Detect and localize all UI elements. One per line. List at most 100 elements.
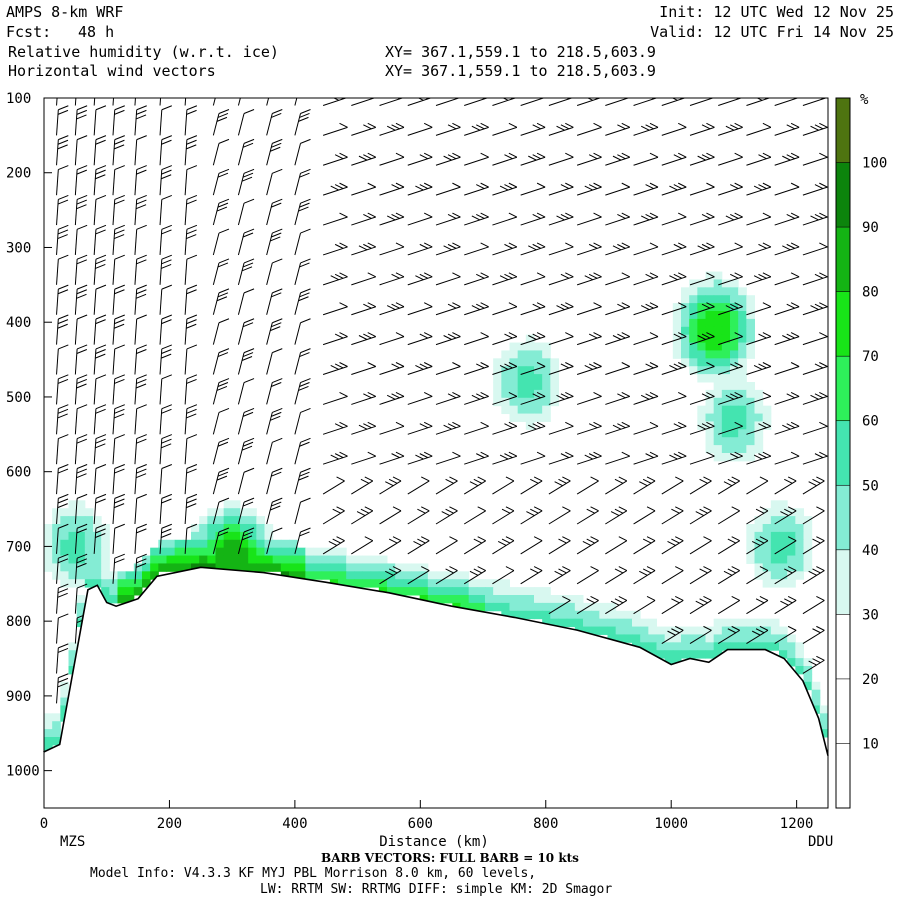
rh-cell xyxy=(787,531,796,541)
rh-cell xyxy=(370,579,380,588)
colorbar-segment xyxy=(836,485,850,550)
wind-barb-tick xyxy=(272,467,283,473)
wind-barb-tick xyxy=(621,451,630,457)
wind-barb-tick xyxy=(57,109,69,115)
wind-barb-tick xyxy=(272,318,283,324)
rh-cell xyxy=(158,539,167,549)
wind-barb xyxy=(407,156,433,166)
wind-barb xyxy=(379,366,405,376)
wind-barb-tick xyxy=(814,303,824,309)
wind-barb-tick xyxy=(791,93,799,97)
wind-barb xyxy=(322,246,348,256)
wind-barb xyxy=(774,510,797,525)
rh-cell xyxy=(125,595,135,604)
wind-barb-tick xyxy=(593,332,602,338)
wind-barb-tick xyxy=(530,508,539,514)
wind-barb-tick xyxy=(554,481,563,487)
wind-barb xyxy=(774,540,797,555)
wind-barb-tick xyxy=(614,508,624,514)
wind-barb xyxy=(322,395,348,405)
rh-cell xyxy=(697,279,706,288)
y-tick-label: 700 xyxy=(6,539,31,555)
wind-barb xyxy=(435,425,461,435)
wind-barb xyxy=(435,395,461,405)
wind-barb-tick xyxy=(758,243,767,249)
wind-barb-tick xyxy=(272,168,283,174)
x-tick-label: 800 xyxy=(533,816,558,832)
rh-cell xyxy=(787,563,796,572)
wind-barb xyxy=(689,186,715,196)
wind-barb-tick xyxy=(136,135,147,141)
rh-cell xyxy=(60,579,69,588)
wind-barb-tick xyxy=(363,154,372,160)
wind-barb-tick xyxy=(727,628,737,634)
rh-cell xyxy=(664,650,674,659)
wind-barb-tick xyxy=(673,273,683,279)
rh-cell xyxy=(705,421,715,430)
wind-barb xyxy=(379,570,402,585)
rh-cell xyxy=(713,634,723,643)
rh-cell xyxy=(730,421,739,430)
wind-barb xyxy=(689,540,712,555)
wind-barb-tick xyxy=(480,391,489,397)
wind-barb-tick xyxy=(669,364,678,370)
rh-cell xyxy=(713,405,723,415)
wind-barb-tick xyxy=(95,165,107,171)
wind-barb-tick xyxy=(336,476,345,482)
wind-barb-tick xyxy=(421,536,430,542)
rh-cell xyxy=(705,429,715,438)
wind-barb xyxy=(746,276,772,286)
wind-barb-tick xyxy=(136,194,147,200)
wind-barb-tick xyxy=(242,352,254,358)
rh-cell xyxy=(501,374,510,383)
wind-barb-tick xyxy=(339,332,348,338)
rh-cell xyxy=(738,287,747,296)
wind-barb-tick xyxy=(161,523,172,529)
wind-barb-tick xyxy=(505,536,515,542)
rh-cell xyxy=(509,397,519,407)
rh-cell xyxy=(721,287,731,296)
wind-barb xyxy=(718,98,743,106)
wind-barb-tick xyxy=(814,214,824,219)
wind-barb xyxy=(605,216,630,226)
rh-cell xyxy=(591,610,600,620)
rh-cell xyxy=(713,453,723,462)
wind-barb xyxy=(661,480,684,495)
rh-cell xyxy=(746,295,755,304)
rh-cell xyxy=(256,516,265,525)
rh-cell xyxy=(607,602,617,612)
rh-cell xyxy=(713,650,723,659)
valid-time: Valid: 12 UTC Fri 14 Nov 25 xyxy=(650,23,894,41)
wind-barb xyxy=(74,498,78,525)
wind-barb xyxy=(266,442,273,465)
rh-cell xyxy=(44,555,53,564)
wind-barb-tick xyxy=(423,242,433,248)
rh-cell xyxy=(182,555,192,564)
wind-barb-tick xyxy=(497,540,507,546)
rh-cell xyxy=(705,287,715,296)
wind-barb-tick xyxy=(759,536,769,542)
wind-barb-tick xyxy=(528,335,537,340)
wind-barb-tick xyxy=(330,364,339,370)
wind-barb xyxy=(56,348,59,375)
wind-barb-tick xyxy=(363,243,372,249)
wind-barb-tick xyxy=(677,362,687,367)
wind-barb-tick xyxy=(136,438,147,444)
wind-barb-tick xyxy=(614,568,624,574)
wind-barb-tick xyxy=(588,333,598,339)
wind-barb-tick xyxy=(677,272,687,278)
rh-cell xyxy=(419,571,429,580)
wind-barb-tick xyxy=(114,135,125,141)
rh-cell xyxy=(272,555,282,564)
rh-cell xyxy=(721,279,731,288)
rh-cell xyxy=(672,642,682,651)
wind-barb xyxy=(576,480,599,495)
wind-barb-tick xyxy=(476,273,485,279)
wind-barb xyxy=(661,186,687,196)
rh-cell xyxy=(697,350,706,359)
rh-cell xyxy=(150,547,159,557)
wind-barb xyxy=(520,186,546,196)
wind-barb xyxy=(548,366,574,376)
wind-barb-tick xyxy=(452,451,461,457)
rh-cell xyxy=(509,405,519,415)
